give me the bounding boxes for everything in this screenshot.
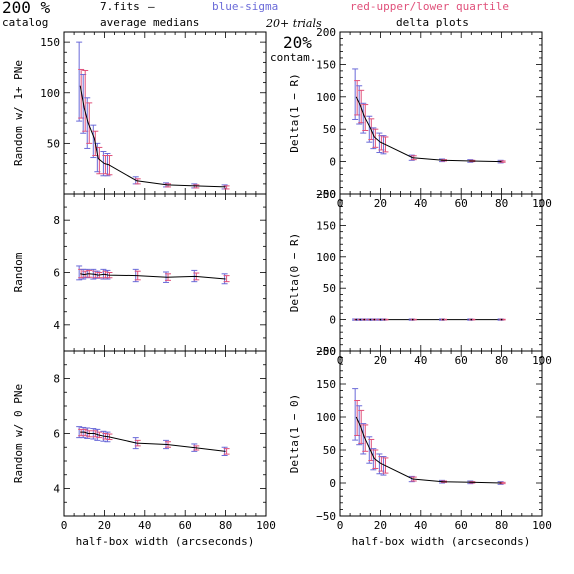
x-tick-label: 60 [455, 354, 468, 367]
trials-label: 20+ trials [266, 17, 322, 30]
y-tick-label: −50 [316, 510, 336, 523]
y-tick-label: 150 [316, 219, 336, 232]
x-tick-label: 20 [374, 519, 387, 532]
y-tick-label: 50 [47, 137, 60, 150]
y-axis-label: Random w/ 0 PNe [12, 384, 25, 483]
y-axis-label: Random w/ 1+ PNe [12, 60, 25, 166]
y-axis-label: Delta(0 − R) [288, 233, 301, 312]
fits-label: 7.fits [100, 0, 140, 13]
x-tick-label: 60 [455, 197, 468, 210]
median-line [355, 416, 502, 484]
x-tick-label: 40 [414, 197, 427, 210]
median-point [363, 318, 366, 321]
median-line [80, 431, 226, 452]
x-tick-label: 80 [495, 354, 508, 367]
plot-frame [63, 31, 267, 195]
x-tick-label: 0 [337, 519, 344, 532]
plot-frame [63, 193, 267, 352]
median-point [369, 318, 372, 321]
y-tick-label: 200 [316, 26, 336, 39]
contam-pct-label: 20% [283, 33, 312, 52]
average-medians-label: average medians [100, 16, 200, 29]
pct-label: 200 % [2, 0, 51, 17]
panel-p3: 4 6 8 Random [12, 193, 267, 352]
contam-label: contam. [270, 51, 317, 64]
median-line [79, 85, 226, 188]
y-tick-label: 50 [323, 444, 336, 457]
median-point [411, 318, 414, 321]
y-tick-label: 200 [316, 345, 336, 358]
x-tick-label: 100 [532, 519, 552, 532]
x-tick-label: 80 [495, 519, 508, 532]
x-tick-label: 100 [256, 519, 276, 532]
x-axis-label: half-box width (arcseconds) [76, 535, 255, 548]
x-tick-label: 20 [374, 197, 387, 210]
median-point [355, 318, 357, 321]
y-tick-label: 8 [53, 373, 60, 386]
median-point [359, 318, 362, 321]
x-tick-label: 20 [98, 519, 111, 532]
median-point [500, 318, 503, 321]
y-axis-label: Delta(1 − 0) [288, 394, 301, 473]
median-point [470, 318, 473, 321]
median-point [373, 318, 376, 321]
y-tick-label: 150 [40, 36, 60, 49]
x-tick-label: 80 [219, 519, 232, 532]
y-tick-label: 50 [323, 123, 336, 136]
y-tick-label: 8 [53, 214, 60, 227]
x-tick-label: 0 [61, 519, 68, 532]
median-point [383, 318, 386, 321]
y-tick-label: 50 [323, 282, 336, 295]
x-tick-label: 60 [179, 519, 192, 532]
dash-label: – [148, 0, 155, 13]
plot-frame [339, 193, 543, 352]
blue-sigma-legend: blue-sigma [212, 0, 279, 13]
y-tick-label: 200 [316, 188, 336, 201]
x-tick-label: 40 [138, 519, 151, 532]
y-axis-label: Delta(1 − R) [288, 73, 301, 152]
y-tick-label: −50 [316, 345, 336, 358]
x-tick-label: 20 [374, 354, 387, 367]
median-point [379, 318, 382, 321]
median-line [80, 273, 226, 280]
x-tick-label: 40 [414, 519, 427, 532]
median-line [355, 96, 502, 163]
y-tick-label: 100 [316, 91, 336, 104]
plot-frame [339, 350, 543, 517]
x-axis-label: half-box width (arcseconds) [352, 535, 531, 548]
x-tick-label: 80 [495, 197, 508, 210]
y-tick-label: 150 [316, 378, 336, 391]
panel-p5: 0 20 40 60 80 100 4 6 8 Random w/ 0 PNe half-box w… [12, 350, 276, 548]
y-axis-label: Random [12, 252, 25, 292]
y-tick-label: 100 [40, 87, 60, 100]
y-tick-label: 0 [329, 156, 336, 169]
y-tick-label: 4 [53, 319, 60, 332]
x-tick-label: 60 [455, 519, 468, 532]
plot-frame [339, 31, 543, 195]
y-tick-label: −50 [316, 188, 336, 201]
median-point [442, 318, 444, 321]
x-tick-label: 40 [414, 354, 427, 367]
y-tick-label: 6 [53, 267, 60, 280]
y-tick-label: 6 [53, 428, 60, 441]
y-tick-label: 100 [316, 251, 336, 264]
panel-p1: 50 100 150 Random w/ 1+ PNe [12, 31, 267, 195]
delta-plots-label: delta plots [396, 16, 469, 29]
y-tick-label: 4 [53, 483, 60, 496]
y-tick-label: 150 [316, 58, 336, 71]
y-tick-label: 0 [329, 314, 336, 327]
y-tick-label: 0 [329, 477, 336, 490]
y-tick-label: 100 [316, 411, 336, 424]
red-quartile-legend: red-upper/lower quartile [350, 0, 509, 13]
catalog-label: catalog [2, 16, 49, 29]
